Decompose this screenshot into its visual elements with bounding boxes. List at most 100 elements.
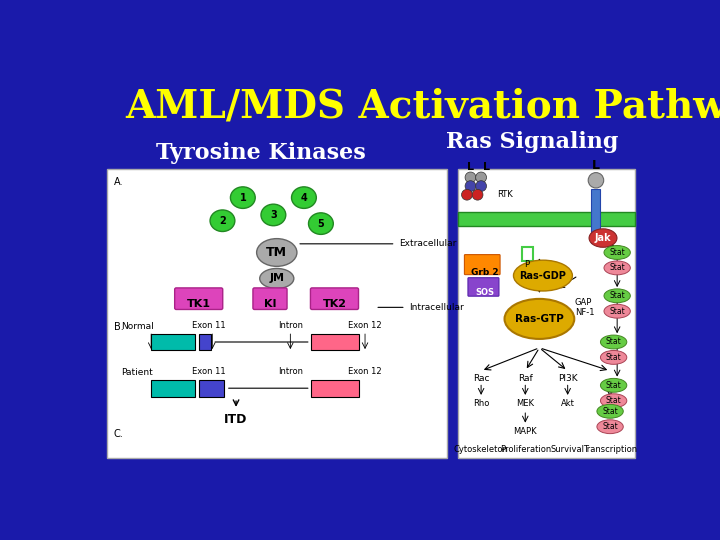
Text: Cytoskeleton: Cytoskeleton [454, 444, 508, 454]
Ellipse shape [604, 261, 630, 275]
Text: Extracellular: Extracellular [399, 239, 456, 248]
Text: Survival: Survival [551, 444, 585, 454]
Text: Rho: Rho [473, 400, 490, 408]
Ellipse shape [513, 260, 572, 291]
Text: B.: B. [114, 322, 124, 332]
Text: Ras-GTP: Ras-GTP [515, 314, 564, 324]
Text: Tyrosine Kinases: Tyrosine Kinases [156, 143, 366, 164]
Ellipse shape [600, 350, 627, 365]
Text: Grb 2: Grb 2 [471, 268, 498, 277]
Text: Normal: Normal [121, 322, 153, 331]
Text: Intron: Intron [278, 367, 303, 376]
Text: AML/MDS Activation Pathways: AML/MDS Activation Pathways [125, 88, 720, 126]
Text: A.: A. [114, 178, 123, 187]
Text: 4: 4 [300, 193, 307, 202]
Text: 5: 5 [318, 219, 324, 228]
Text: L: L [592, 159, 600, 172]
FancyBboxPatch shape [468, 278, 499, 296]
Text: Stat: Stat [606, 353, 621, 362]
Text: MAPK: MAPK [513, 427, 537, 436]
FancyBboxPatch shape [107, 168, 446, 457]
Text: L: L [467, 161, 474, 172]
Text: ITD: ITD [225, 413, 248, 426]
Text: Stat: Stat [609, 248, 625, 257]
Ellipse shape [462, 190, 472, 200]
Text: Akt: Akt [561, 400, 575, 408]
Ellipse shape [256, 239, 297, 266]
Text: Stat: Stat [609, 264, 625, 272]
Ellipse shape [600, 379, 627, 392]
Text: Rac: Rac [473, 374, 490, 383]
Text: GAP
NF-1: GAP NF-1 [575, 298, 594, 317]
FancyBboxPatch shape [464, 254, 500, 275]
Ellipse shape [476, 172, 487, 183]
Text: Ras Signaling: Ras Signaling [446, 131, 619, 153]
Text: PI3K: PI3K [558, 374, 577, 383]
Ellipse shape [230, 187, 255, 208]
Ellipse shape [597, 420, 624, 434]
FancyBboxPatch shape [199, 380, 223, 397]
Text: KI: KI [264, 300, 276, 309]
Ellipse shape [261, 204, 286, 226]
Ellipse shape [604, 246, 630, 259]
Text: 3: 3 [270, 210, 276, 220]
FancyBboxPatch shape [199, 334, 211, 350]
Ellipse shape [465, 172, 476, 183]
Ellipse shape [604, 304, 630, 318]
Text: Patient: Patient [121, 368, 153, 377]
Text: Exon 12: Exon 12 [348, 321, 382, 330]
FancyBboxPatch shape [458, 212, 635, 226]
Text: Exon 11: Exon 11 [192, 321, 225, 330]
Text: JM: JM [269, 273, 284, 284]
FancyBboxPatch shape [151, 380, 194, 397]
Text: Proliferation: Proliferation [500, 444, 551, 454]
Text: SOS: SOS [475, 288, 494, 298]
Ellipse shape [472, 190, 483, 200]
Ellipse shape [589, 229, 617, 247]
Text: TK1: TK1 [186, 300, 211, 309]
Text: Transcription: Transcription [583, 444, 637, 454]
Text: Stat: Stat [606, 338, 621, 347]
Ellipse shape [600, 335, 627, 349]
FancyBboxPatch shape [310, 288, 359, 309]
Text: P: P [524, 260, 530, 268]
Text: Jak: Jak [595, 233, 611, 243]
Text: 2: 2 [219, 215, 226, 226]
Ellipse shape [600, 394, 627, 408]
Text: Stat: Stat [609, 307, 625, 316]
Text: RTK: RTK [497, 190, 513, 199]
FancyBboxPatch shape [151, 334, 194, 350]
Ellipse shape [308, 213, 333, 234]
Text: TM: TM [266, 246, 287, 259]
FancyBboxPatch shape [253, 288, 287, 309]
FancyBboxPatch shape [522, 247, 533, 261]
Text: Exon 11: Exon 11 [192, 367, 225, 376]
Text: Raf: Raf [518, 374, 533, 383]
FancyBboxPatch shape [175, 288, 222, 309]
Ellipse shape [476, 181, 487, 192]
FancyBboxPatch shape [458, 168, 635, 457]
Text: Intron: Intron [278, 321, 303, 330]
Text: 1: 1 [240, 193, 246, 202]
Ellipse shape [588, 173, 603, 188]
Text: Ras-GDP: Ras-GDP [520, 271, 567, 281]
FancyBboxPatch shape [311, 334, 359, 350]
Text: C.: C. [114, 429, 124, 438]
Text: Stat: Stat [609, 291, 625, 300]
Text: MEK: MEK [516, 400, 534, 408]
Ellipse shape [505, 299, 575, 339]
Text: Stat: Stat [602, 422, 618, 431]
Ellipse shape [604, 289, 630, 303]
Text: TK2: TK2 [323, 300, 346, 309]
Text: Stat: Stat [606, 396, 621, 405]
Ellipse shape [597, 404, 624, 418]
Text: Exon 12: Exon 12 [348, 367, 382, 376]
Text: Intracellular: Intracellular [409, 303, 464, 312]
Text: Stat: Stat [606, 381, 621, 390]
Text: L: L [483, 161, 490, 172]
Ellipse shape [210, 210, 235, 232]
Text: Stat: Stat [602, 407, 618, 416]
Ellipse shape [292, 187, 316, 208]
Ellipse shape [465, 181, 476, 192]
FancyBboxPatch shape [590, 189, 600, 243]
